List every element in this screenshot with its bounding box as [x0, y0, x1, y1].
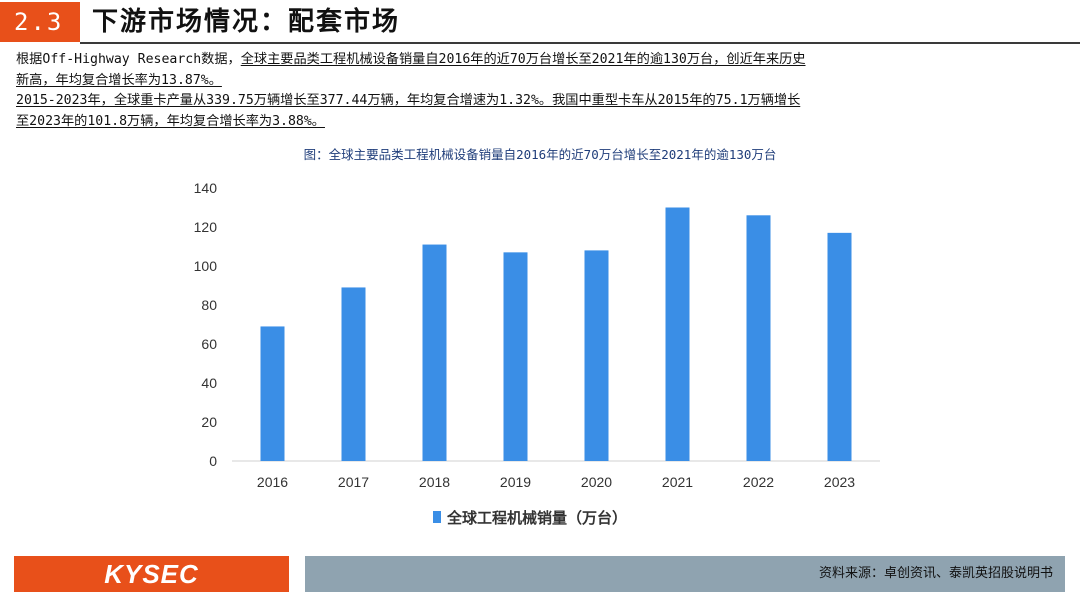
y-tick-label: 140: [194, 180, 218, 196]
bar-2020: [584, 250, 609, 461]
footer-source-bar: 资料来源：卓创资讯、泰凯英招股说明书: [305, 556, 1065, 592]
y-tick-label: 20: [201, 414, 217, 430]
paragraph-2-line-2: 至2023年的101.8万辆，年均复合增长率为3.88%。: [16, 112, 1066, 133]
source-note: 资料来源：卓创资讯、泰凯英招股说明书: [818, 566, 1053, 581]
y-tick-label: 100: [194, 258, 218, 274]
y-tick-label: 0: [209, 453, 217, 469]
x-tick-label: 2018: [419, 474, 450, 490]
x-tick-label: 2020: [581, 474, 612, 490]
footer-logo-bar: KYSEC: [14, 556, 289, 592]
bar-2023: [827, 232, 852, 461]
paragraph-1-highlight-cont: 新高，年均复合增长率为13.87%。: [16, 72, 222, 88]
page-title: 下游市场情况：配套市场: [92, 7, 401, 37]
bar-2018: [422, 244, 447, 461]
paragraph-1-prefix: 根据Off-Highway Research数据，: [16, 52, 241, 67]
header-divider: [80, 42, 1080, 44]
figure-caption: 图：全球主要品类工程机械设备销量自2016年的近70万台增长至2021年的逾13…: [303, 147, 777, 162]
y-tick-label: 60: [201, 336, 217, 352]
y-tick-label: 40: [201, 375, 217, 391]
paragraph-2-text-cont: 至2023年的101.8万辆，年均复合增长率为3.88%。: [16, 113, 325, 129]
x-tick-label: 2021: [662, 474, 693, 490]
bar-2017: [341, 287, 366, 461]
x-tick-label: 2023: [824, 474, 855, 490]
x-tick-label: 2016: [257, 474, 288, 490]
y-tick-label: 120: [194, 219, 218, 235]
x-tick-label: 2022: [743, 474, 774, 490]
header: 2.3 下游市场情况：配套市场: [0, 0, 1080, 44]
bar-2016: [260, 326, 285, 461]
legend-swatch: [433, 511, 441, 523]
paragraph-2-text: 2015-2023年，全球重卡产量从339.75万辆增长至377.44万辆，年均…: [16, 93, 801, 108]
bar-2019: [503, 252, 528, 461]
y-tick-label: 80: [201, 297, 217, 313]
paragraph-1-line-1: 根据Off-Highway Research数据，全球主要品类工程机械设备销量自…: [16, 50, 1066, 71]
bar-2022: [746, 215, 771, 461]
paragraph-2-line-1: 2015-2023年，全球重卡产量从339.75万辆增长至377.44万辆，年均…: [16, 91, 1066, 112]
legend-label: 全球工程机械销量（万台）: [446, 509, 627, 527]
paragraph-1-line-2: 新高，年均复合增长率为13.87%。: [16, 71, 1066, 92]
x-tick-label: 2017: [338, 474, 369, 490]
paragraph-1-highlight: 全球主要品类工程机械设备销量自2016年的近70万台增长至2021年的逾130万…: [240, 52, 806, 67]
bar-2021: [665, 207, 690, 461]
body-text: 根据Off-Highway Research数据，全球主要品类工程机械设备销量自…: [16, 50, 1066, 132]
x-tick-label: 2019: [500, 474, 531, 490]
section-number: 2.3: [0, 2, 80, 42]
kysec-logo: KYSEC: [104, 559, 199, 589]
